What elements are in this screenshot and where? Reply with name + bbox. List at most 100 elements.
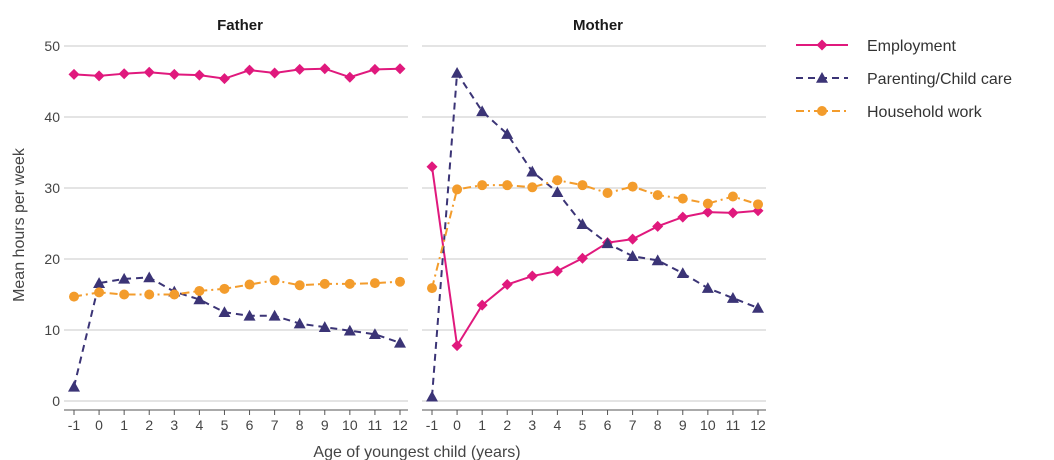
x-tick-label: 10 <box>700 417 716 433</box>
x-tick-label: 9 <box>321 417 329 433</box>
data-point <box>219 73 230 84</box>
x-tick-label: 0 <box>453 417 461 433</box>
data-point <box>753 199 763 209</box>
data-point <box>344 72 355 83</box>
x-tick-label: 11 <box>726 417 741 433</box>
data-point <box>144 290 154 300</box>
data-point <box>627 250 639 261</box>
data-point <box>270 275 280 285</box>
data-point <box>552 175 562 185</box>
x-tick-label: 2 <box>503 417 511 433</box>
x-tick-label: 9 <box>679 417 687 433</box>
x-tick-label: -1 <box>68 417 81 433</box>
data-point <box>269 67 280 78</box>
data-point <box>477 180 487 190</box>
data-point <box>395 63 406 74</box>
legend-marker <box>817 40 828 51</box>
x-axis-mother: -1 0 1 2 3 4 5 6 7 8 9 10 11 12 <box>422 410 766 433</box>
y-axis: Mean hours per week 0 10 20 30 40 50 <box>11 38 60 409</box>
series-employment-father <box>69 63 406 84</box>
data-point <box>577 253 588 264</box>
data-point <box>194 286 204 296</box>
data-point <box>628 182 638 192</box>
y-tick-label: 10 <box>44 322 60 338</box>
x-tick-label: 4 <box>553 417 561 433</box>
series-line <box>432 180 758 288</box>
x-tick-label: 5 <box>221 417 229 433</box>
x-tick-label: 10 <box>342 417 358 433</box>
x-tick-label: 1 <box>120 417 128 433</box>
data-point <box>727 207 738 218</box>
data-point <box>319 63 330 74</box>
y-tick-label: 40 <box>44 109 60 125</box>
x-tick-label: 7 <box>629 417 637 433</box>
data-point <box>370 278 380 288</box>
data-point <box>476 105 488 116</box>
data-point <box>702 282 714 293</box>
data-point <box>369 64 380 75</box>
data-point <box>218 306 230 317</box>
data-point <box>703 199 713 209</box>
x-tick-label: 6 <box>246 417 254 433</box>
gridlines-mother <box>422 46 766 401</box>
data-point <box>119 68 130 79</box>
legend: Employment Parenting/Child care Household … <box>796 38 1012 121</box>
data-point <box>677 267 689 278</box>
x-tick-label: 12 <box>750 417 766 433</box>
gridlines-father <box>64 46 408 401</box>
data-point <box>245 280 255 290</box>
data-point <box>552 266 563 277</box>
data-point <box>427 283 437 293</box>
data-point <box>345 279 355 289</box>
data-point <box>677 212 688 223</box>
legend-marker <box>817 106 827 116</box>
data-point <box>244 65 255 76</box>
legend-item: Employment <box>796 38 956 55</box>
data-point <box>295 280 305 290</box>
y-tick-label: 20 <box>44 251 60 267</box>
data-point <box>451 67 463 78</box>
data-point <box>502 180 512 190</box>
data-point <box>320 279 330 289</box>
legend-label: Parenting/Child care <box>867 71 1012 88</box>
data-point <box>603 188 613 198</box>
x-tick-label: 11 <box>368 417 383 433</box>
data-point <box>144 67 155 78</box>
x-tick-label: 3 <box>528 417 536 433</box>
y-tick-labels: 01020304050 <box>44 38 60 409</box>
x-tick-label: 1 <box>478 417 486 433</box>
panel-title-father: Father <box>217 17 263 34</box>
x-axis-label: Age of youngest child (years) <box>313 444 520 460</box>
x-tick-label: 8 <box>296 417 304 433</box>
series-father <box>68 63 406 391</box>
data-point <box>452 184 462 194</box>
x-tick-label: 4 <box>195 417 203 433</box>
x-tick-label: 5 <box>579 417 587 433</box>
panel-title-mother: Mother <box>573 17 623 34</box>
panel-mother: Mother -1 0 1 2 3 4 5 6 7 8 9 10 11 12 <box>422 17 766 433</box>
data-point <box>169 290 179 300</box>
data-point <box>94 70 105 81</box>
data-point <box>394 337 406 348</box>
series-line <box>432 73 758 397</box>
x-tick-label: 8 <box>654 417 662 433</box>
y-tick-label: 50 <box>44 38 60 54</box>
series-parenting-child-care-father <box>68 271 406 391</box>
data-point <box>119 290 129 300</box>
data-point <box>68 381 80 392</box>
series-line <box>432 167 758 346</box>
series-household-work-mother <box>427 175 763 293</box>
x-axis-father: -1 0 1 2 3 4 5 6 7 8 9 10 11 12 <box>64 410 408 433</box>
data-point <box>194 70 205 81</box>
x-tick-label: 0 <box>95 417 103 433</box>
data-point <box>527 271 538 282</box>
data-point <box>426 391 438 402</box>
x-tick-label: 7 <box>271 417 279 433</box>
data-point <box>169 69 180 80</box>
data-point <box>627 234 638 245</box>
legend-item: Household work <box>796 104 983 121</box>
legend-label: Household work <box>867 104 983 121</box>
y-axis-label: Mean hours per week <box>11 147 28 302</box>
data-point <box>395 277 405 287</box>
